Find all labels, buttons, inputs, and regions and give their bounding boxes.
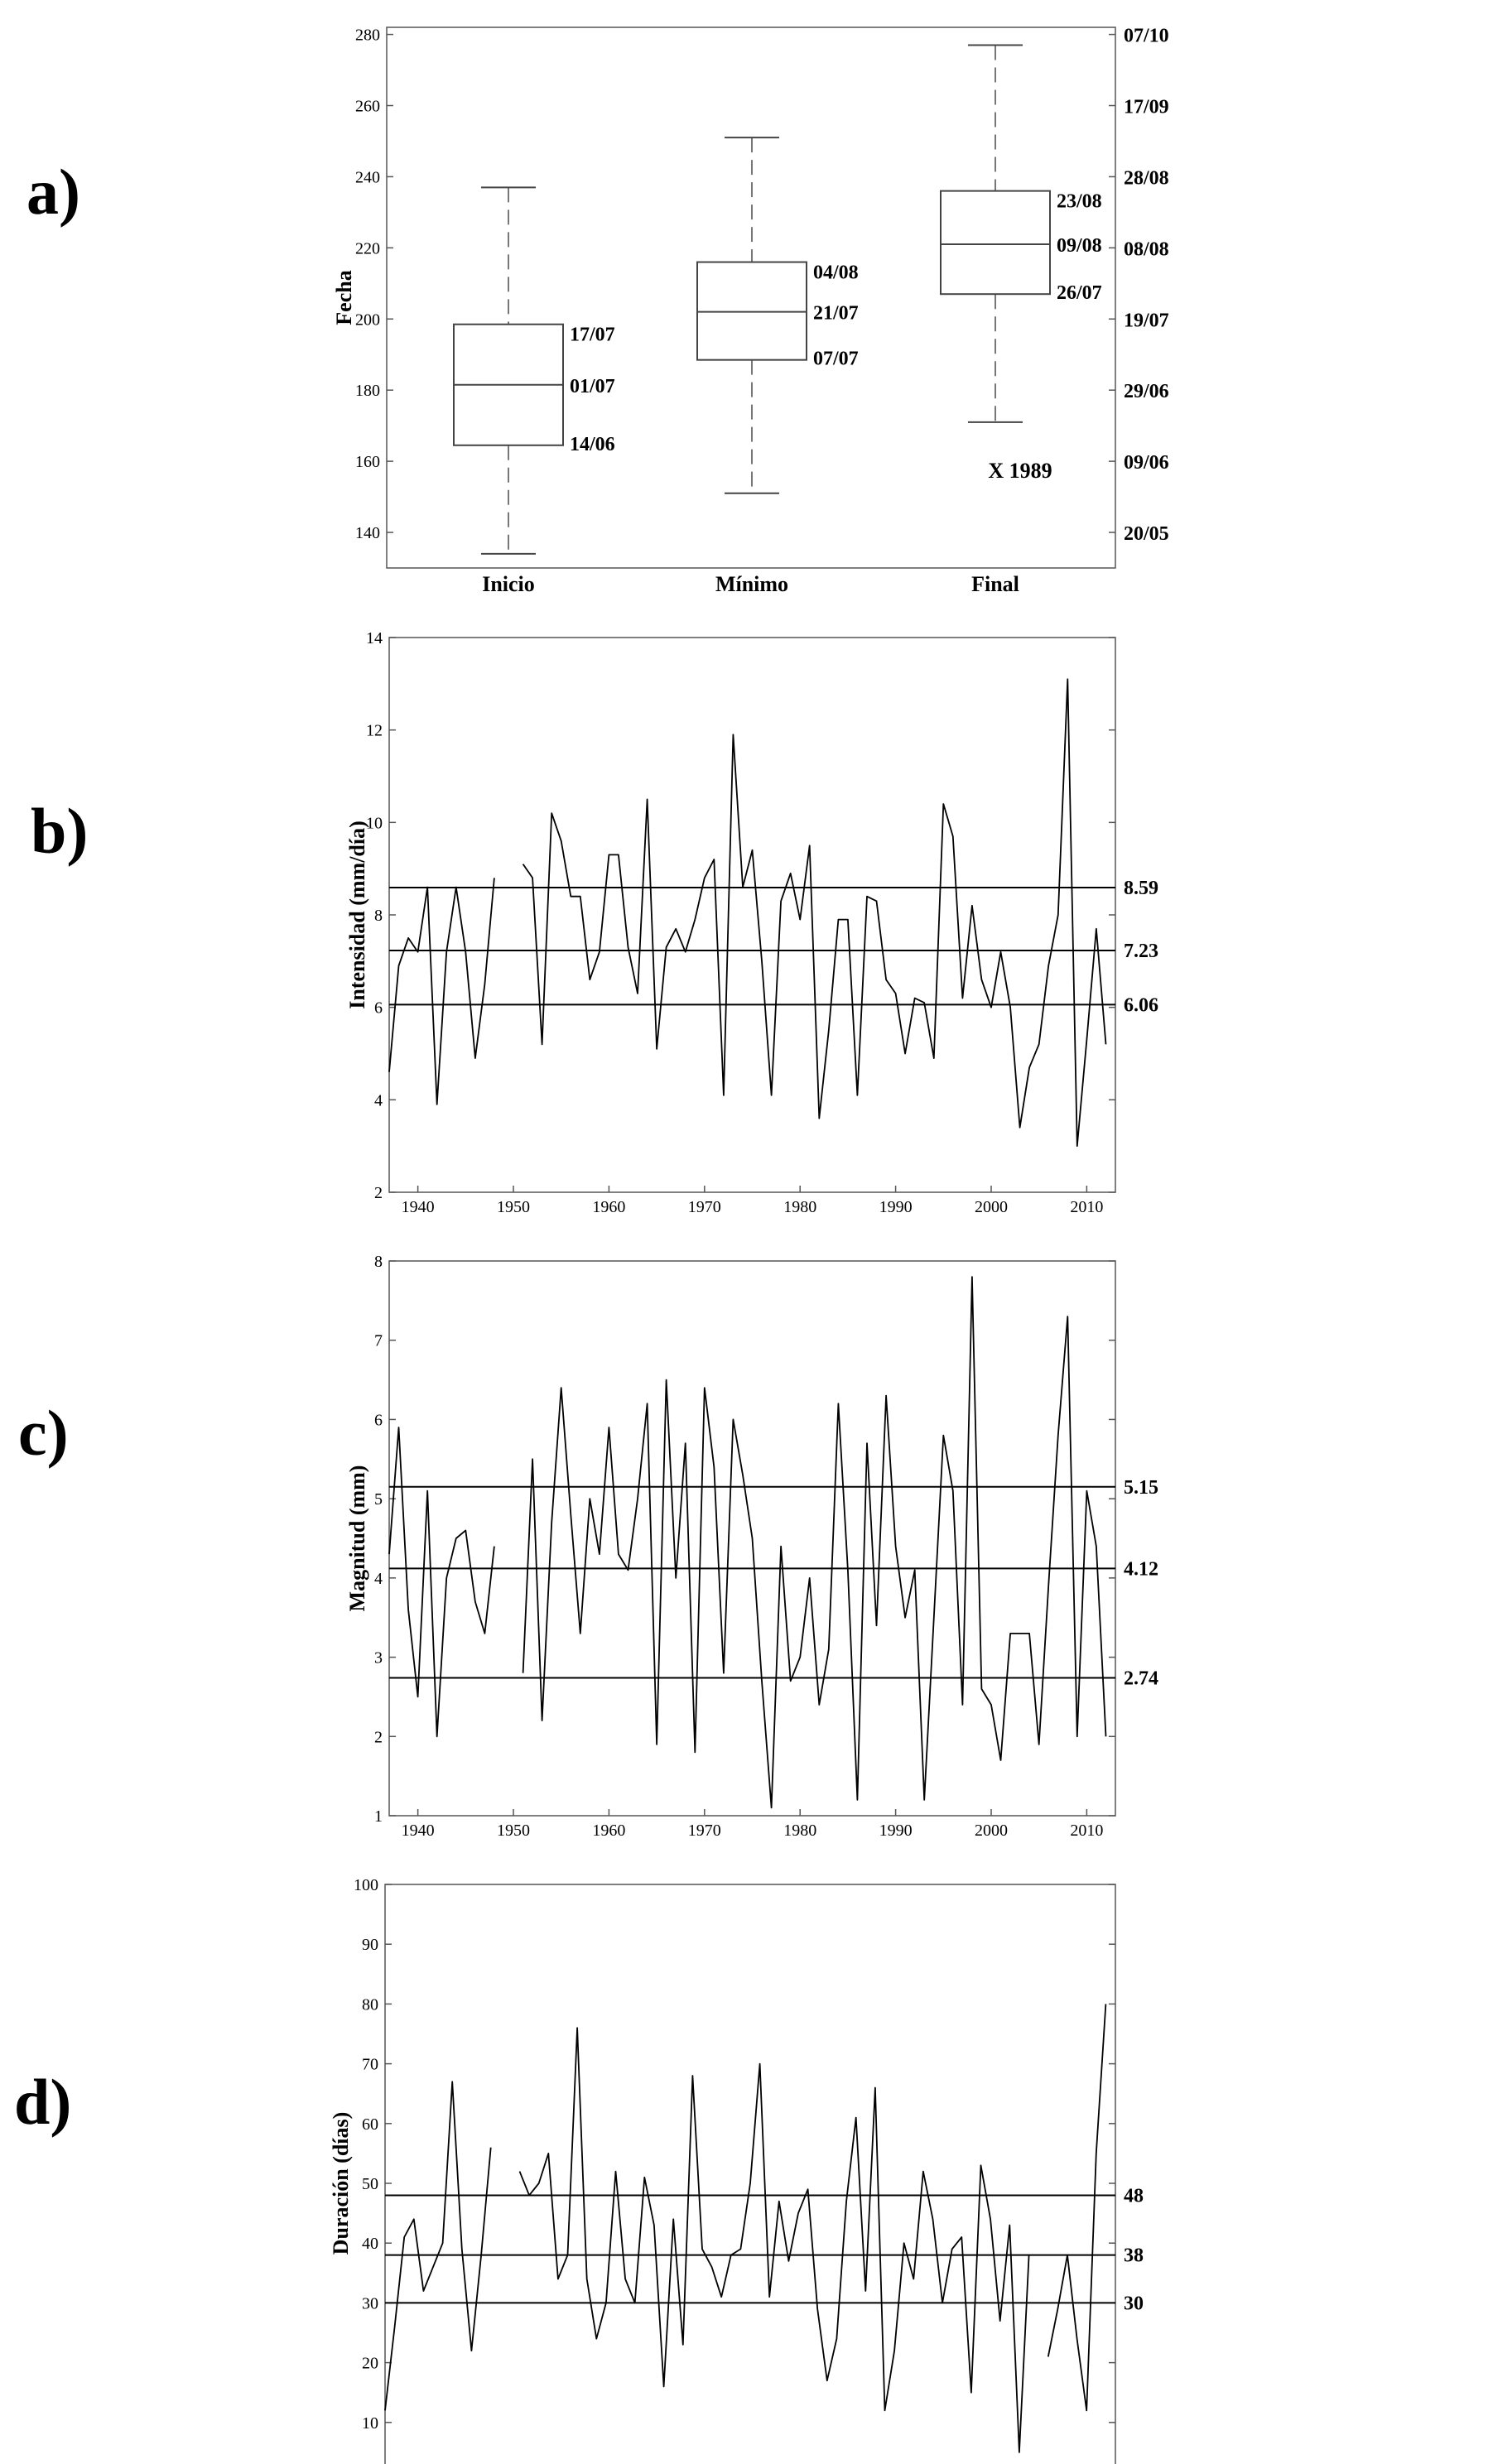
y-axis-label-b: Intensidad (mm/día) [345,821,369,1009]
y-tick-label-b: 14 [366,629,383,647]
y-tick-label-d: 90 [362,1936,378,1954]
x-tick-label-b: 1980 [783,1198,816,1216]
y-tick-label-a: 260 [355,98,380,116]
right-date-label-a: 19/07 [1124,310,1169,331]
q1-date-label-a: 07/07 [813,349,859,370]
y-tick-label-a: 280 [355,26,380,45]
x-tick-label-b: 1970 [688,1198,721,1216]
y-tick-label-a: 160 [355,453,380,471]
median-date-label-a: 21/07 [813,303,859,325]
reference-value-label-d: 38 [1124,2245,1144,2267]
y-axis-label-d: Duración (días) [329,2112,353,2255]
series-line-c [389,1427,494,1736]
reference-value-label-d: 30 [1124,2293,1144,2314]
annotation-a: X 1989 [988,459,1052,483]
y-tick-label-d: 70 [362,2056,378,2074]
y-tick-label-d: 100 [354,1876,378,1894]
q3-date-label-a: 23/08 [1057,191,1102,213]
series-line-d [520,2028,1029,2452]
reference-value-label-b: 7.23 [1124,941,1158,962]
q1-date-label-a: 26/07 [1057,282,1102,304]
median-date-label-a: 01/07 [570,376,615,397]
right-date-label-a: 29/06 [1124,381,1169,402]
right-date-label-a: 20/05 [1124,523,1169,545]
x-tick-label-c: 1950 [497,1822,530,1840]
y-tick-label-d: 60 [362,2115,378,2134]
median-date-label-a: 09/08 [1057,235,1102,257]
x-tick-label-b: 2010 [1070,1198,1103,1216]
y-tick-label-d: 80 [362,1995,378,2014]
y-tick-label-a: 140 [355,524,380,542]
x-tick-label-c: 1960 [592,1822,625,1840]
x-tick-label-c: 2010 [1070,1822,1103,1840]
category-label-a: Mínimo [715,572,788,596]
y-tick-label-b: 4 [374,1091,383,1109]
plot-frame-b [389,638,1115,1192]
y-tick-label-c: 2 [374,1728,383,1746]
x-tick-label-c: 2000 [975,1822,1008,1840]
right-date-label-a: 28/08 [1124,167,1169,189]
y-tick-label-c: 7 [374,1332,383,1350]
x-tick-label-b: 1960 [592,1198,625,1216]
category-label-a: Inicio [482,572,535,596]
reference-value-label-d: 48 [1124,2185,1144,2207]
y-tick-label-c: 8 [374,1253,383,1271]
box-a [697,262,807,360]
y-tick-label-c: 3 [374,1649,383,1668]
category-label-a: Final [971,572,1019,596]
series-line-c [523,1277,1106,1807]
right-date-label-a: 17/09 [1124,97,1169,118]
y-axis-label-a: Fecha [332,270,356,325]
series-line-d [385,2081,491,2410]
q3-date-label-a: 17/07 [570,325,615,346]
y-tick-label-b: 8 [374,907,383,925]
x-tick-label-b: 1940 [402,1198,435,1216]
reference-value-label-c: 2.74 [1124,1668,1158,1689]
y-tick-label-d: 50 [362,2175,378,2193]
y-tick-label-b: 12 [366,722,383,740]
reference-value-label-b: 6.06 [1124,994,1158,1016]
y-tick-label-c: 4 [374,1570,383,1588]
y-tick-label-c: 6 [374,1411,383,1429]
box-a [941,191,1050,295]
q3-date-label-a: 04/08 [813,262,859,284]
y-tick-label-d: 10 [362,2414,378,2433]
x-tick-label-b: 1950 [497,1198,530,1216]
reference-value-label-c: 4.12 [1124,1558,1158,1580]
y-tick-label-b: 2 [374,1184,383,1202]
y-tick-label-c: 1 [374,1807,383,1826]
y-tick-label-d: 40 [362,2235,378,2253]
series-line-d [1048,2004,1106,2410]
y-tick-label-a: 220 [355,239,380,257]
reference-value-label-c: 5.15 [1124,1477,1158,1499]
y-tick-label-c: 5 [374,1490,383,1509]
y-tick-label-a: 240 [355,168,380,186]
y-axis-label-c: Magnitud (mm) [345,1465,369,1612]
x-tick-label-c: 1940 [402,1822,435,1840]
y-tick-label-a: 200 [355,310,380,329]
y-tick-label-d: 30 [362,2294,378,2312]
x-tick-label-c: 1970 [688,1822,721,1840]
y-tick-label-a: 180 [355,382,380,400]
series-line-b [389,878,494,1104]
y-tick-label-b: 6 [374,999,383,1018]
x-tick-label-c: 1980 [783,1822,816,1840]
x-tick-label-b: 2000 [975,1198,1008,1216]
right-date-label-a: 07/10 [1124,26,1169,47]
series-line-b [523,679,1106,1146]
x-tick-label-c: 1990 [879,1822,913,1840]
y-tick-label-d: 20 [362,2355,378,2373]
right-date-label-a: 09/06 [1124,452,1169,474]
x-tick-label-b: 1990 [879,1198,913,1216]
reference-value-label-b: 8.59 [1124,878,1158,899]
right-date-label-a: 08/08 [1124,238,1169,260]
q1-date-label-a: 14/06 [570,434,615,455]
